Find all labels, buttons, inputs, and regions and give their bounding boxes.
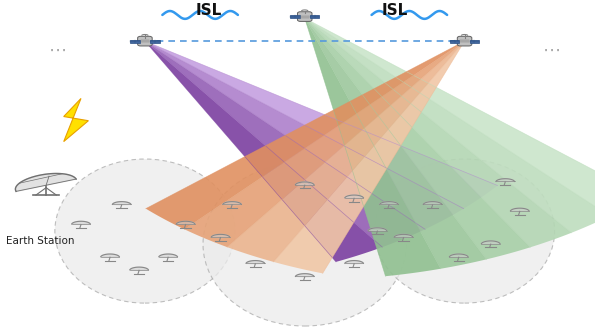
Polygon shape [113,202,131,205]
Polygon shape [15,174,76,191]
Polygon shape [380,202,398,205]
Polygon shape [246,261,265,264]
Polygon shape [423,202,442,205]
Polygon shape [146,41,464,229]
Polygon shape [296,182,314,185]
FancyBboxPatch shape [457,36,472,46]
Polygon shape [145,41,382,262]
Polygon shape [482,241,500,244]
Bar [310,15,319,18]
Bar [150,40,160,43]
Polygon shape [296,274,314,277]
Ellipse shape [374,159,555,303]
Polygon shape [145,41,464,229]
Bar [131,40,140,43]
Polygon shape [305,18,572,248]
Polygon shape [101,254,119,257]
Bar [470,40,479,43]
Polygon shape [496,179,514,182]
Polygon shape [145,41,425,247]
Polygon shape [223,202,241,205]
Polygon shape [510,208,529,212]
Text: ⋯: ⋯ [543,42,561,60]
Polygon shape [64,98,88,142]
Polygon shape [305,18,486,269]
Polygon shape [184,41,464,247]
Polygon shape [130,267,148,270]
FancyBboxPatch shape [297,12,312,21]
Polygon shape [176,221,195,224]
Polygon shape [274,41,464,273]
FancyBboxPatch shape [138,36,152,46]
Bar [450,40,460,43]
Polygon shape [449,254,468,257]
Polygon shape [305,18,596,216]
Polygon shape [394,234,413,238]
Bar [290,15,300,18]
Polygon shape [159,254,178,257]
Polygon shape [227,41,464,262]
Ellipse shape [203,162,406,326]
Polygon shape [211,234,230,238]
Polygon shape [345,261,364,264]
Polygon shape [305,18,596,233]
Polygon shape [345,195,364,198]
Polygon shape [145,41,498,209]
Polygon shape [305,18,530,259]
Text: ⋯: ⋯ [49,42,67,60]
Text: Earth Station: Earth Station [6,236,74,246]
Polygon shape [72,221,90,224]
Text: ISL: ISL [195,3,222,17]
Text: ISL: ISL [381,3,408,17]
Ellipse shape [55,159,235,303]
Polygon shape [368,228,387,231]
Polygon shape [305,18,440,276]
